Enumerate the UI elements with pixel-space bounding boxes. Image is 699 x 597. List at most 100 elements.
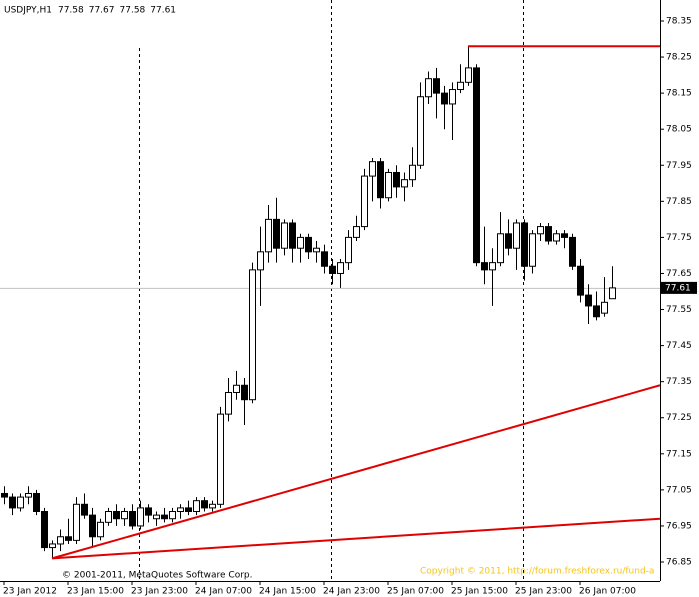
candle-body	[425, 78, 432, 98]
candle-body	[137, 507, 144, 527]
candle-body	[9, 496, 16, 509]
candle-body	[593, 305, 600, 318]
candle-body	[153, 514, 160, 520]
candle-body	[497, 233, 504, 264]
candle-body	[281, 222, 288, 249]
candle-body	[361, 175, 368, 228]
candle-body	[585, 294, 592, 307]
candle-body	[65, 536, 72, 541]
annotation: Copyright © 2011, http://forum.freshfore…	[420, 567, 654, 577]
candle-body	[297, 236, 304, 249]
candle-body	[449, 89, 456, 105]
candle-body	[129, 511, 136, 527]
x-tick-label: 24 Jan 07:00	[195, 587, 252, 597]
candle-body	[97, 521, 104, 538]
candle-body	[473, 67, 480, 264]
candle-body	[313, 247, 320, 253]
candle-body	[257, 251, 264, 271]
candle-body	[265, 218, 272, 253]
header-price: 77.58	[120, 6, 146, 16]
annotation: © 2001-2011, MetaQuotes Software Corp.	[62, 571, 253, 581]
candle-body	[385, 171, 392, 199]
candle-body	[145, 507, 152, 516]
y-tick-label: 78.05	[666, 125, 692, 135]
candle-body	[41, 511, 48, 549]
candle-body	[609, 287, 616, 300]
candle-body	[393, 171, 400, 188]
candle-body	[289, 222, 296, 249]
candle-body	[169, 511, 176, 520]
y-tick-label: 76.95	[666, 521, 692, 531]
candle-body	[321, 251, 328, 267]
candle-body	[201, 500, 208, 509]
candle-body	[305, 236, 312, 253]
candle-body	[337, 262, 344, 274]
candle-body	[377, 161, 384, 199]
candle-body	[161, 514, 168, 520]
candle-body	[241, 384, 248, 401]
y-tick-label: 77.05	[666, 485, 692, 495]
candle-body	[457, 81, 464, 91]
candle-body	[481, 262, 488, 271]
candle-body	[601, 301, 608, 314]
candle-body	[441, 92, 448, 105]
candle-body	[1, 492, 8, 498]
y-tick-label: 77.95	[666, 161, 692, 171]
candle-body	[33, 492, 40, 513]
y-tick-label: 77.75	[666, 233, 692, 243]
y-tick-label: 77.65	[666, 269, 692, 279]
candle-body	[105, 511, 112, 523]
candle-body	[369, 161, 376, 177]
y-tick-label: 76.85	[666, 558, 692, 568]
header: USDJPY,H1	[4, 6, 52, 16]
candle-body	[89, 514, 96, 538]
candle-body	[505, 233, 512, 249]
symbol: USDJPY,H1	[4, 6, 52, 16]
x-tick-label: 23 Jan 23:00	[131, 587, 188, 597]
x-tick-label: 23 Jan 15:00	[67, 587, 124, 597]
header-price: 77.67	[89, 6, 115, 16]
candle-body	[209, 503, 216, 509]
candle-body	[417, 96, 424, 166]
candle-body	[193, 500, 200, 513]
price-box	[661, 281, 697, 294]
x-tick-label: 23 Jan 2012	[3, 587, 57, 597]
candle-body	[233, 384, 240, 393]
candle-body	[17, 496, 24, 509]
y-tick-label: 77.55	[666, 305, 692, 315]
x-tick-label: 25 Jan 15:00	[451, 587, 508, 597]
y-tick-label: 77.25	[666, 413, 692, 423]
candle-body	[513, 222, 520, 249]
y-tick-label: 77.15	[666, 449, 692, 459]
header-price: 77.58	[58, 6, 84, 16]
price-box-label: 77.61	[665, 283, 691, 293]
y-tick-label: 77.45	[666, 341, 692, 351]
y-tick-label: 78.35	[666, 17, 692, 27]
candle-body	[273, 218, 280, 249]
candle-body	[113, 511, 120, 520]
candle-body	[577, 265, 584, 296]
candle-body	[489, 262, 496, 271]
candle-body	[465, 67, 472, 83]
x-tick-label: 25 Jan 23:00	[515, 587, 572, 597]
candle-body	[49, 543, 56, 549]
x-tick-label: 26 Jan 07:00	[579, 587, 636, 597]
trendline	[51, 517, 661, 560]
candle-body	[553, 233, 560, 242]
x-tick-label: 25 Jan 07:00	[387, 587, 444, 597]
candle-body	[177, 507, 184, 513]
candle-body	[353, 226, 360, 238]
trendline	[51, 384, 661, 560]
header-price: 77.61	[150, 6, 176, 16]
x-tick-label: 24 Jan 23:00	[323, 587, 380, 597]
y-tick-label: 78.25	[666, 53, 692, 63]
candle-body	[409, 164, 416, 181]
candle-body	[249, 269, 256, 401]
candle-body	[401, 179, 408, 188]
candle-body	[81, 503, 88, 516]
candle-body	[521, 222, 528, 267]
candle-body	[433, 78, 440, 94]
candle-body	[217, 413, 224, 505]
candle-body	[329, 265, 336, 274]
